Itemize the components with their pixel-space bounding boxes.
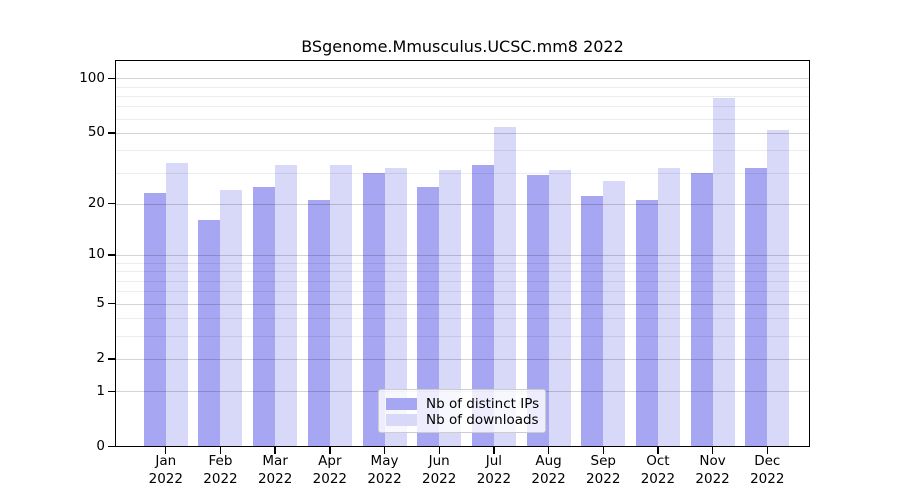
x-tick-mark-nov — [711, 446, 714, 454]
y-tick-label-0: 0 — [96, 437, 105, 454]
bar-ips-feb — [198, 220, 221, 447]
plot-area — [115, 60, 810, 447]
x-tick-label-dec: Dec 2022 — [750, 452, 785, 487]
y-tick-label-10: 10 — [87, 246, 105, 263]
bar-downloads-sep — [603, 180, 626, 447]
x-tick-label-nov: Nov 2022 — [695, 452, 730, 487]
x-tick-mark-oct — [657, 446, 659, 454]
x-tick-label-mar: Mar 2022 — [257, 452, 293, 487]
bar-downloads-jan — [165, 162, 188, 447]
gridline-minor-4 — [115, 318, 810, 320]
x-tick-label-jan: Jan 2022 — [148, 452, 183, 487]
bar-ips-jun — [417, 186, 440, 447]
legend: Nb of distinct IPs Nb of downloads — [378, 389, 546, 433]
gridline-minor-8 — [115, 271, 810, 273]
y-tick-mark-10 — [108, 254, 115, 256]
bar-ips-nov — [690, 172, 713, 447]
bar-downloads-aug — [548, 170, 571, 447]
y-tick-mark-100 — [108, 77, 115, 79]
y-tick-label-20: 20 — [87, 194, 105, 211]
gridline-major-10 — [115, 255, 810, 257]
x-tick-label-jun: Jun 2022 — [422, 452, 457, 487]
x-tick-label-aug: Aug 2022 — [531, 452, 566, 487]
x-tick-mark-dec — [766, 446, 768, 454]
x-tick-mark-may — [383, 446, 386, 454]
legend-swatch-downloads — [386, 413, 417, 426]
bar-ips-jul — [471, 165, 494, 447]
gridline-minor-6 — [115, 291, 810, 293]
x-tick-label-sep: Sep 2022 — [586, 452, 621, 487]
y-tick-mark-1 — [108, 390, 115, 392]
bar-downloads-dec — [767, 129, 790, 447]
x-tick-mark-jun — [438, 446, 440, 454]
chart-title: BSgenome.Mmusculus.UCSC.mm8 2022 — [301, 37, 624, 56]
bar-ips-may — [362, 172, 385, 447]
x-tick-label-may: May 2022 — [367, 452, 402, 487]
y-tick-label-5: 5 — [96, 294, 105, 311]
legend-swatch-distinct-ips — [386, 397, 417, 410]
bar-ips-dec — [745, 167, 768, 447]
bar-ips-oct — [635, 199, 658, 447]
y-tick-label-100: 100 — [79, 69, 105, 86]
legend-label-downloads: Nb of downloads — [426, 411, 539, 428]
x-tick-mark-sep — [602, 446, 604, 454]
gridline-minor-3 — [115, 335, 810, 337]
y-tick-mark-0 — [108, 445, 115, 448]
bar-ips-jan — [143, 192, 166, 447]
gridline-major-20 — [115, 203, 810, 205]
bar-downloads-may — [384, 167, 407, 447]
x-tick-label-oct: Oct 2022 — [640, 452, 676, 487]
y-tick-mark-5 — [108, 302, 115, 305]
y-tick-label-2: 2 — [96, 350, 105, 367]
gridline-major-50 — [115, 132, 810, 134]
bar-downloads-mar — [275, 165, 298, 447]
gridline-major-100 — [115, 78, 810, 80]
x-tick-mark-aug — [547, 446, 550, 454]
gridline-minor-9 — [115, 262, 810, 264]
bar-ips-mar — [253, 186, 276, 447]
gridline-minor-70 — [115, 106, 810, 108]
gridline-major-2 — [115, 358, 810, 360]
gridline-minor-60 — [115, 118, 810, 120]
legend-label-distinct-ips: Nb of distinct IPs — [426, 395, 540, 412]
bar-downloads-feb — [220, 189, 243, 447]
bar-ips-aug — [526, 175, 549, 447]
bar-downloads-jun — [439, 170, 462, 447]
gridline-minor-80 — [115, 95, 810, 97]
legend-row-downloads: Nb of downloads — [386, 411, 539, 428]
x-tick-mark-jan — [165, 446, 167, 454]
bar-ips-sep — [581, 196, 604, 447]
x-tick-mark-mar — [274, 446, 276, 454]
gridline-minor-7 — [115, 280, 810, 282]
bar-downloads-oct — [657, 167, 680, 447]
bar-ips-apr — [307, 199, 330, 447]
x-tick-label-apr: Apr 2022 — [312, 452, 347, 487]
x-tick-label-feb: Feb 2022 — [203, 452, 238, 487]
y-tick-mark-50 — [108, 132, 115, 134]
legend-row-distinct-ips: Nb of distinct IPs — [386, 395, 540, 412]
x-tick-mark-apr — [329, 446, 331, 454]
gridline-minor-40 — [115, 150, 810, 152]
bar-downloads-nov — [712, 97, 735, 447]
x-tick-mark-feb — [219, 446, 222, 454]
y-tick-mark-20 — [108, 202, 115, 205]
y-tick-mark-2 — [108, 358, 115, 360]
y-tick-label-50: 50 — [87, 124, 105, 141]
bar-downloads-jul — [493, 126, 516, 447]
x-tick-label-jul: Jul 2022 — [476, 452, 512, 487]
x-tick-mark-jul — [493, 446, 495, 454]
gridline-major-5 — [115, 303, 810, 305]
bar-downloads-apr — [329, 165, 352, 447]
gridline-minor-90 — [115, 86, 810, 88]
y-tick-label-1: 1 — [96, 382, 105, 399]
gridline-minor-30 — [115, 172, 810, 174]
